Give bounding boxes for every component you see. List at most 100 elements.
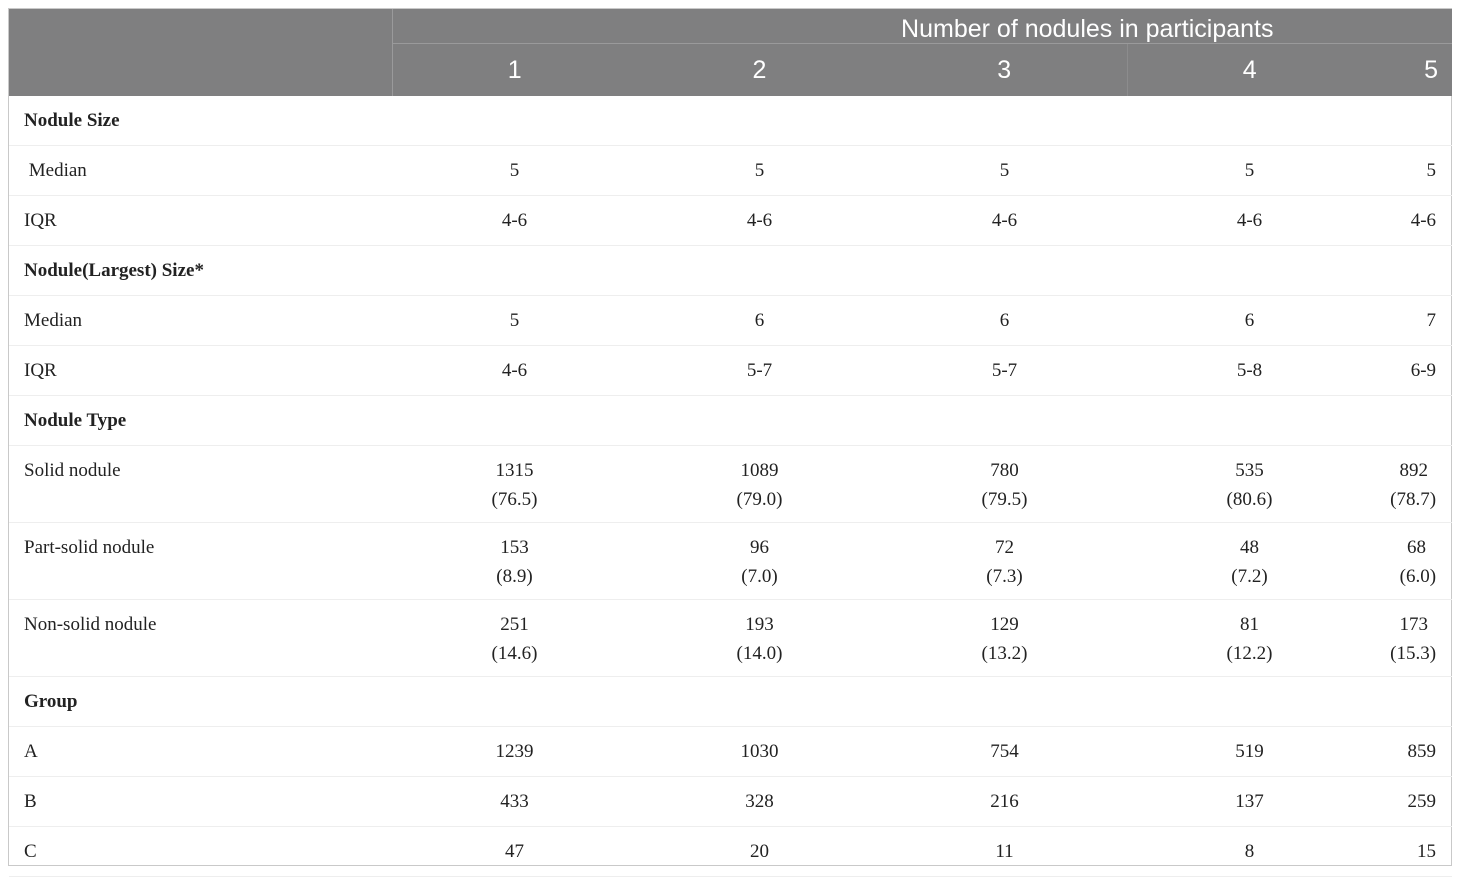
percent-value: (78.7) [1390, 489, 1437, 510]
count-value: 193 [745, 614, 774, 635]
nodule-table: Number of nodules in participants 1 2 3 … [9, 9, 1453, 877]
cell: 47 [392, 826, 637, 877]
row-label: Part-solid nodule [9, 522, 392, 600]
section-title: Nodule Type [9, 395, 1453, 446]
percent-value: (8.9) [496, 566, 533, 587]
column-header-1: 1 [392, 43, 637, 96]
percent-value: (76.5) [491, 489, 538, 510]
cell: 5-7 [882, 345, 1127, 396]
cell: 859 [1372, 726, 1453, 777]
cell: 4-6 [392, 345, 637, 396]
cell: 48 (7.2) [1127, 522, 1372, 600]
cell: 15 [1372, 826, 1453, 877]
cell: 328 [637, 776, 882, 827]
table-row: C 47 20 11 8 15 [9, 826, 1453, 877]
row-label: IQR [9, 345, 392, 396]
table-row: Part-solid nodule 153 (8.9) 96 (7.0) 72 (7.… [9, 522, 1453, 600]
cell: 780 (79.5) [882, 445, 1127, 523]
cell: 1089 (79.0) [637, 445, 882, 523]
table-body: Nodule Size Median 5 5 5 5 5 IQR 4-6 4-6… [9, 96, 1453, 877]
column-header-2: 2 [637, 43, 882, 96]
cell: 193 (14.0) [637, 599, 882, 677]
cell: 173 (15.3) [1372, 599, 1453, 677]
cell: 72 (7.3) [882, 522, 1127, 600]
cell: 5-8 [1127, 345, 1372, 396]
header-spanning-title-text: Number of nodules in participants [901, 15, 1274, 43]
percent-value: (14.0) [736, 643, 783, 664]
table-header: Number of nodules in participants 1 2 3 … [9, 9, 1453, 96]
cell: 153 (8.9) [392, 522, 637, 600]
row-label: Solid nodule [9, 445, 392, 523]
count-value: 173 [1399, 614, 1429, 635]
cell: 1239 [392, 726, 637, 777]
section-title: Group [9, 676, 1453, 727]
count-value: 1315 [495, 460, 534, 481]
cell: 6-9 [1372, 345, 1453, 396]
column-header-3: 3 [882, 43, 1128, 96]
data-table-frame: Number of nodules in participants 1 2 3 … [8, 8, 1453, 877]
percent-value: (15.3) [1390, 643, 1437, 664]
row-label: Non-solid nodule [9, 599, 392, 677]
table-row: B 433 328 216 137 259 [9, 776, 1453, 827]
cell: 1030 [637, 726, 882, 777]
percent-value: (7.2) [1231, 566, 1268, 587]
cell: 4-6 [1127, 195, 1372, 246]
cell: 6 [882, 295, 1127, 346]
count-value: 892 [1399, 460, 1429, 481]
cell: 81 (12.2) [1127, 599, 1372, 677]
cell: 6 [1127, 295, 1372, 346]
table-row: IQR 4-6 5-7 5-7 5-8 6-9 [9, 345, 1453, 396]
cell: 5 [1372, 145, 1453, 196]
header-empty-cell [9, 9, 393, 44]
cell: 96 (7.0) [637, 522, 882, 600]
cell: 20 [637, 826, 882, 877]
cell: 535 (80.6) [1127, 445, 1372, 523]
count-value: 251 [500, 614, 529, 635]
cell: 4-6 [392, 195, 637, 246]
count-value: 129 [990, 614, 1019, 635]
cell: 4-6 [637, 195, 882, 246]
column-header-4: 4 [1127, 43, 1372, 96]
cell: 519 [1127, 726, 1372, 777]
percent-value: (12.2) [1226, 643, 1273, 664]
percent-value: (6.0) [1399, 566, 1437, 587]
row-label: Median [9, 295, 392, 346]
percent-value: (7.3) [986, 566, 1023, 587]
table-row: Median 5 6 6 6 7 [9, 295, 1453, 346]
count-value: 535 [1235, 460, 1264, 481]
cell: 5 [637, 145, 882, 196]
row-label: C [9, 826, 392, 877]
count-value: 68 [1407, 537, 1427, 558]
cell: 4-6 [1372, 195, 1453, 246]
cell: 251 (14.6) [392, 599, 637, 677]
percent-value: (14.6) [491, 643, 538, 664]
count-value: 780 [990, 460, 1019, 481]
cell: 5 [1127, 145, 1372, 196]
cell: 5 [882, 145, 1127, 196]
count-value: 48 [1240, 537, 1259, 558]
cell: 7 [1372, 295, 1453, 346]
row-label: A [9, 726, 392, 777]
cell: 5 [392, 295, 637, 346]
section-row: Nodule Size [9, 96, 1453, 146]
cell: 11 [882, 826, 1127, 877]
cell: 5 [392, 145, 637, 196]
row-label: IQR [9, 195, 392, 246]
header-empty-cell-2 [9, 43, 393, 96]
column-header-5: 5 [1372, 43, 1453, 96]
percent-value: (7.0) [741, 566, 778, 587]
count-value: 81 [1240, 614, 1259, 635]
cell: 1315 (76.5) [392, 445, 637, 523]
count-value: 96 [750, 537, 769, 558]
count-value: 1089 [740, 460, 779, 481]
row-label: B [9, 776, 392, 827]
cell: 892 (78.7) [1372, 445, 1453, 523]
row-label: Median [9, 145, 392, 196]
cell: 433 [392, 776, 637, 827]
cell: 6 [637, 295, 882, 346]
percent-value: (13.2) [981, 643, 1028, 664]
table-row: Solid nodule 1315 (76.5) 1089 (79.0) 780 (7… [9, 445, 1453, 523]
section-title: Nodule Size [9, 96, 1453, 146]
section-title: Nodule(Largest) Size* [9, 245, 1453, 296]
table-row: A 1239 1030 754 519 859 [9, 726, 1453, 777]
